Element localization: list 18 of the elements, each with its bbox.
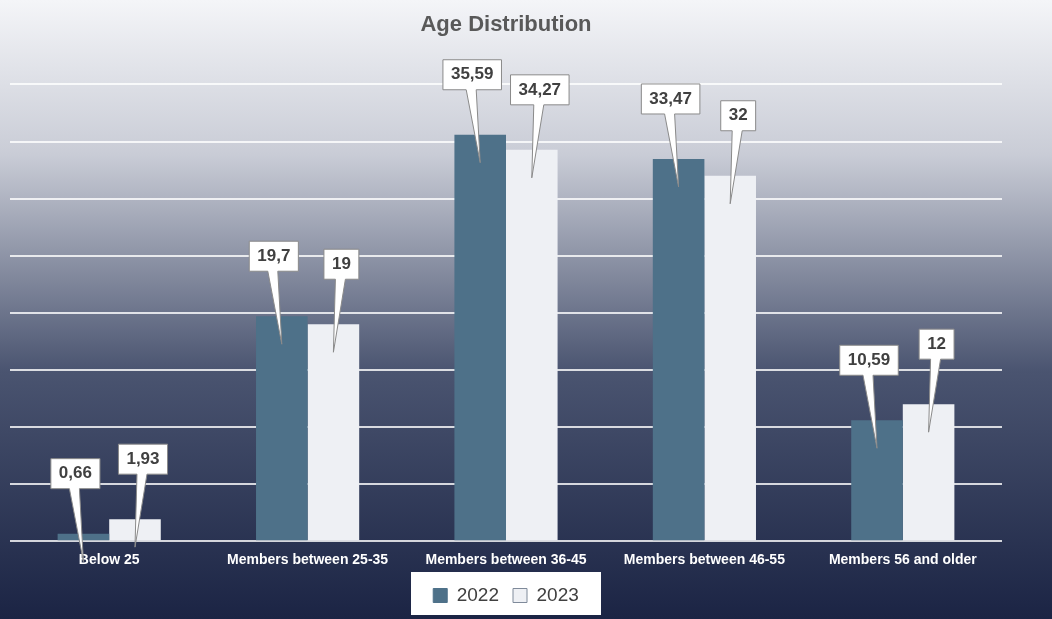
x-tick-label: Below 25: [78, 551, 140, 568]
data-label: 35,59: [450, 64, 494, 84]
x-tick-label: Members between 36-45: [425, 551, 587, 568]
chart-title: Age Distribution: [420, 11, 592, 37]
x-tick-label: Members between 25-35: [227, 551, 389, 568]
legend-label: 2022: [456, 583, 500, 605]
data-label: 32: [728, 105, 748, 125]
data-label: 19: [331, 253, 351, 273]
data-label: 1,93: [126, 448, 160, 468]
data-label: 12: [927, 333, 947, 353]
data-label: 19,7: [257, 245, 291, 265]
x-tick-label: Members between 46-55: [623, 551, 786, 568]
data-label: 0,66: [58, 463, 92, 483]
legend-label: 2023: [536, 583, 579, 605]
data-label: 34,27: [518, 79, 562, 99]
x-tick-label: Members 56 and older: [828, 551, 978, 568]
data-label: 33,47: [649, 88, 692, 108]
data-label: 10,59: [847, 349, 891, 369]
